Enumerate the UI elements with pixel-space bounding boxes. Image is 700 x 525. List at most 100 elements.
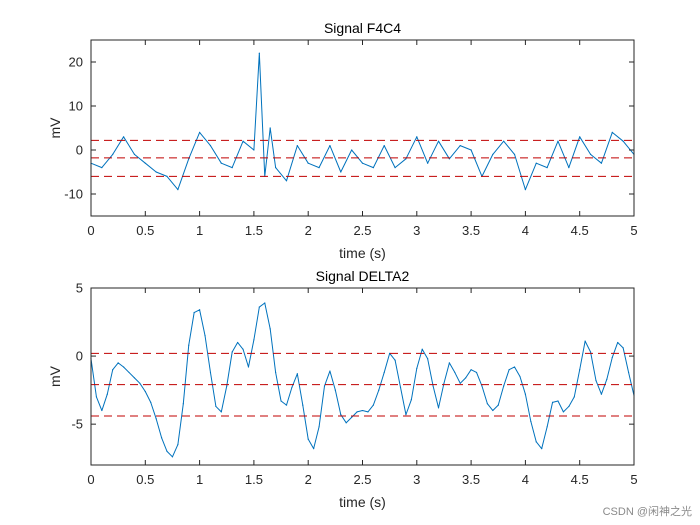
chart1-data-point	[101, 167, 103, 169]
chart2-y-tick-label: 5	[76, 281, 83, 296]
chart2-data-point	[481, 385, 483, 387]
chart2-data-point	[280, 400, 282, 402]
chart2-data-point	[508, 369, 510, 371]
chart2-data-point	[117, 362, 119, 364]
chart1-data-point	[155, 171, 157, 173]
chart2-data-point	[589, 351, 592, 353]
chart1-data-point	[188, 158, 190, 160]
chart2-data-point	[204, 335, 206, 337]
chart2-data-point	[171, 456, 174, 458]
chart2-data-point	[378, 389, 380, 391]
chart2-data-point	[285, 404, 288, 406]
chart2-data-point	[486, 403, 488, 405]
chart1-x-tick-label: 2.5	[353, 223, 371, 238]
chart2-data-point	[106, 393, 108, 395]
chart2-x-axis-label: time (s)	[339, 494, 386, 510]
chart2-data-point	[188, 344, 190, 346]
chart1-data-point	[557, 140, 559, 142]
chart1-data-point	[318, 167, 320, 169]
chart1-data-point	[144, 162, 146, 164]
chart1-data-point	[275, 167, 277, 169]
chart1-data-point	[269, 127, 271, 129]
chart1-data-point	[611, 131, 613, 133]
chart2-data-point	[551, 401, 554, 403]
chart2-data-point	[535, 441, 537, 443]
chart1-title: Signal F4C4	[324, 20, 401, 36]
chart1-data-point	[166, 175, 168, 177]
chart2-data-point	[367, 411, 369, 413]
chart2-data-point	[410, 399, 412, 401]
chart1-y-tick-label: -10	[64, 187, 83, 202]
chart1-x-tick-label: 1	[196, 223, 203, 238]
chart1-data-point	[231, 167, 233, 169]
chart2-data-point	[437, 407, 440, 409]
chart2-data-point	[503, 385, 505, 387]
chart2-x-tick-label: 0	[87, 472, 94, 487]
chart2-x-tick-label: 2.5	[353, 472, 371, 487]
chart1-x-tick-label: 0.5	[136, 223, 154, 238]
chart2-data-point	[470, 369, 472, 371]
chart2-data-point	[177, 443, 179, 446]
chart2-data-point	[606, 378, 608, 380]
chart2-data-point	[291, 386, 293, 388]
chart2-data-point	[323, 385, 326, 387]
chart2-data-point	[128, 371, 130, 374]
chart1-data-point	[513, 153, 516, 155]
chart1-y-tick-label: 20	[69, 55, 83, 70]
chart1-data-point	[546, 167, 548, 169]
chart2-data-point	[394, 359, 396, 361]
chart2-data-point	[356, 411, 358, 413]
chart1-data-point	[589, 153, 592, 155]
chart1-data-point	[122, 136, 125, 138]
chart2-x-tick-label: 0.5	[136, 472, 154, 487]
chart1-data-point	[253, 149, 255, 151]
chart2-data-point	[568, 405, 570, 408]
chart1-data-point	[209, 145, 212, 147]
chart2-data-point	[497, 404, 499, 406]
chart1-data-point	[470, 149, 472, 151]
chart2-data-point	[150, 401, 152, 403]
chart1-data-point	[372, 167, 374, 169]
chart2-data-point	[345, 422, 347, 424]
chart2-data-point	[193, 311, 195, 314]
chart2-data-point	[302, 404, 304, 406]
chart1-x-tick-label: 5	[630, 223, 637, 238]
chart2-data-point	[351, 416, 353, 418]
chart2-x-tick-label: 3.5	[462, 472, 480, 487]
chart1-data-point	[112, 153, 114, 155]
chart2-data-point	[405, 414, 407, 416]
chart1-data-point	[242, 140, 244, 142]
chart2-data-point	[226, 385, 228, 387]
chart2-data-point	[448, 362, 450, 364]
chart2-data-point	[220, 411, 222, 413]
chart1-x-tick-label: 3	[413, 223, 420, 238]
chart1-data-point	[383, 145, 385, 147]
chart2-data-point	[432, 385, 434, 387]
chart1-data-point	[199, 131, 201, 133]
chart1-data-point	[459, 145, 461, 147]
chart2-data-point	[383, 371, 385, 374]
chart2-data-point	[112, 369, 114, 371]
chart2-data-point	[275, 371, 277, 374]
chart2-y-tick-label: 0	[76, 349, 83, 364]
chart1-x-tick-label: 2	[305, 223, 312, 238]
chart2-data-point	[421, 348, 423, 350]
chart1-data-point	[361, 162, 364, 164]
chart2-data-point	[122, 366, 125, 368]
chart2-data-point	[427, 358, 429, 360]
chart1-data-point	[285, 180, 288, 182]
chart1-data-point	[579, 136, 581, 138]
chart2-data-point	[361, 409, 364, 412]
chart2-data-point	[541, 448, 543, 450]
chart1-data-point	[340, 171, 342, 173]
axes-signal-delta2: 0 0.5 1 1.5 2 2.5 3 3.5 4 4.5 5 -5 0 5 Signal DELTA2 ti…	[47, 268, 638, 510]
axes-signal-f4c4: 0 0.5 1 1.5 2 2.5 3 3.5 4 4.5 5 -10 0 10 20 Signal F4C4…	[47, 20, 638, 261]
chart2-data-point	[215, 405, 217, 408]
csdn-watermark: CSDN @闲神之光	[602, 506, 692, 518]
chart2-x-tick-label: 4	[522, 472, 529, 487]
chart1-data-point	[177, 189, 179, 191]
chart1-data-point	[307, 162, 309, 164]
chart2-data-point	[600, 393, 603, 395]
chart2-title: Signal DELTA2	[316, 268, 410, 284]
